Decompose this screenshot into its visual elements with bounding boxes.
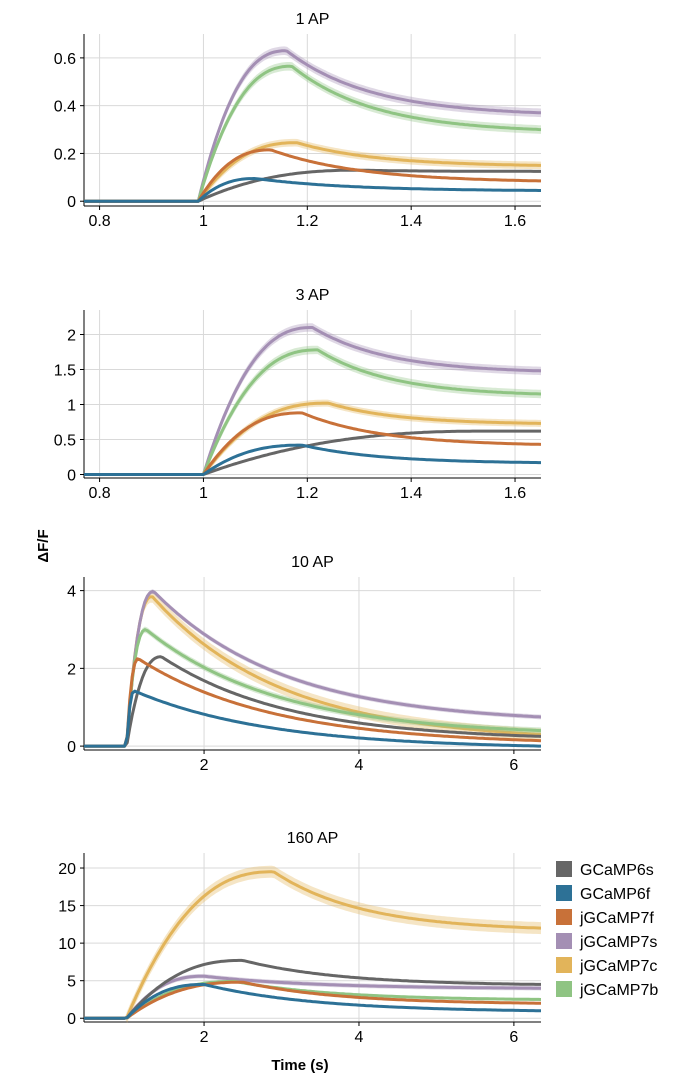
series-line-jGCaMP7b bbox=[84, 64, 541, 203]
y-tick-label: 15 bbox=[58, 899, 76, 916]
panel-title: 3 AP bbox=[296, 287, 330, 304]
x-tick-label: 1.4 bbox=[400, 485, 422, 502]
legend-swatch bbox=[556, 933, 572, 949]
x-axis-title: Time (s) bbox=[271, 1057, 328, 1074]
y-tick-label: 1 bbox=[67, 398, 76, 415]
y-tick-label: 0 bbox=[67, 194, 76, 211]
y-tick-label: 1.5 bbox=[54, 363, 76, 380]
y-tick-label: 0 bbox=[67, 1011, 76, 1028]
series-band-jGCaMP7f bbox=[84, 148, 541, 202]
legend-swatch bbox=[556, 885, 572, 901]
series-line-jGCaMP7c bbox=[84, 870, 541, 1020]
series-line-jGCaMP7f bbox=[84, 657, 541, 748]
legend: GCaMP6s GCaMP6f jGCaMP7f jGCaMP7s jGCaMP7c jG… bbox=[556, 861, 658, 999]
x-tick-label: 4 bbox=[355, 1029, 364, 1046]
panel-4: 2 4 6 0 5 10 15 20 160 AP bbox=[58, 830, 541, 1046]
series-line-jGCaMP7f bbox=[84, 148, 541, 203]
x-tick-label: 6 bbox=[509, 757, 518, 774]
legend-label: GCaMP6s bbox=[580, 862, 654, 879]
y-tick-label: 0.5 bbox=[54, 433, 76, 450]
series-line-GCaMP6s bbox=[84, 655, 541, 748]
series-line-jGCaMP7c bbox=[84, 401, 541, 476]
series-line-jGCaMP7f bbox=[84, 980, 541, 1020]
x-tick-label: 2 bbox=[200, 1029, 209, 1046]
legend-label: jGCaMP7f bbox=[579, 910, 654, 927]
x-tick-label: 1.2 bbox=[296, 213, 318, 230]
legend-swatch bbox=[556, 861, 572, 877]
x-tick-label: 0.8 bbox=[88, 213, 110, 230]
panel-title: 10 AP bbox=[291, 554, 334, 571]
x-tick-label: 1 bbox=[199, 485, 208, 502]
legend-label: jGCaMP7s bbox=[579, 934, 657, 951]
series-group bbox=[84, 865, 541, 1023]
x-tick-label: 1.2 bbox=[296, 485, 318, 502]
y-axis-title: ΔF/F bbox=[35, 529, 52, 562]
series-line-jGCaMP7b bbox=[84, 628, 541, 748]
y-tick-label: 2 bbox=[67, 328, 76, 345]
y-tick-label: 4 bbox=[67, 584, 76, 601]
series-band-jGCaMP7c bbox=[84, 399, 541, 475]
series-band-jGCaMP7s bbox=[84, 973, 541, 1020]
panel-3: 2 4 6 0 2 4 10 AP bbox=[67, 554, 541, 774]
series-line-GCaMP6s bbox=[84, 429, 541, 476]
y-tick-label: 0 bbox=[67, 739, 76, 756]
y-tick-label: 0.2 bbox=[54, 146, 76, 163]
series-line-GCaMP6f bbox=[84, 443, 541, 476]
legend-swatch bbox=[556, 981, 572, 997]
x-tick-label: 1.6 bbox=[504, 213, 526, 230]
x-tick-label: 1.4 bbox=[400, 213, 422, 230]
series-line-jGCaMP7c bbox=[84, 595, 541, 748]
x-tick-label: 4 bbox=[355, 757, 364, 774]
series-band-jGCaMP7s bbox=[84, 323, 541, 475]
series-line-GCaMP6f bbox=[84, 689, 541, 748]
legend-label: jGCaMP7c bbox=[579, 958, 657, 975]
y-tick-label: 0.6 bbox=[54, 51, 76, 68]
x-tick-label: 0.8 bbox=[88, 485, 110, 502]
x-tick-label: 2 bbox=[200, 757, 209, 774]
panel-1: 0.8 1 1.2 1.4 1.6 0 0.2 0.4 0.6 1 AP bbox=[54, 11, 541, 230]
panel-title: 1 AP bbox=[296, 11, 330, 28]
panel-2: 0.8 1 1.2 1.4 1.6 0 0.5 1 1.5 2 3 AP bbox=[54, 287, 541, 502]
series-line-jGCaMP7s bbox=[84, 590, 541, 748]
x-tick-label: 1.6 bbox=[504, 485, 526, 502]
legend-label: GCaMP6f bbox=[580, 886, 651, 903]
series-line-GCaMP6f bbox=[84, 177, 541, 203]
panels: 0.8 1 1.2 1.4 1.6 0 0.2 0.4 0.6 1 AP 0.8 1 1.2 1.4 1.6… bbox=[54, 11, 541, 1046]
legend-label: jGCaMP7b bbox=[579, 982, 658, 999]
series-line-GCaMP6f bbox=[84, 982, 541, 1020]
y-tick-label: 20 bbox=[58, 861, 76, 878]
legend-swatch bbox=[556, 957, 572, 973]
series-group bbox=[84, 323, 541, 476]
series-line-GCaMP6s bbox=[84, 958, 541, 1020]
y-tick-label: 5 bbox=[67, 974, 76, 991]
x-tick-label: 6 bbox=[509, 1029, 518, 1046]
y-tick-label: 0.4 bbox=[54, 99, 76, 116]
y-tick-label: 2 bbox=[67, 661, 76, 678]
y-tick-label: 10 bbox=[58, 936, 76, 953]
series-group bbox=[84, 46, 541, 203]
legend-swatch bbox=[556, 909, 572, 925]
y-tick-label: 0 bbox=[67, 468, 76, 485]
panel-title: 160 AP bbox=[287, 830, 339, 847]
series-band-jGCaMP7c bbox=[84, 865, 541, 1023]
series-band-GCaMP6s bbox=[84, 430, 541, 475]
series-group bbox=[84, 589, 541, 748]
x-tick-label: 1 bbox=[199, 213, 208, 230]
